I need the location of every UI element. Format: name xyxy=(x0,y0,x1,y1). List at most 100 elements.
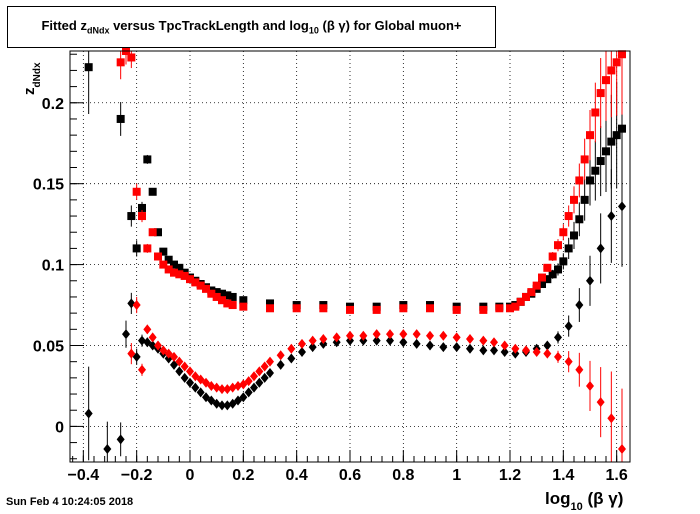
y-tick-label: 0 xyxy=(55,419,64,436)
square-marker xyxy=(143,155,152,164)
diamond-marker xyxy=(266,368,274,379)
diamond-marker xyxy=(212,398,221,409)
square-marker xyxy=(426,304,434,313)
square-marker xyxy=(543,263,552,272)
square-marker xyxy=(570,231,578,240)
square-marker xyxy=(532,281,541,290)
square-marker xyxy=(180,271,189,280)
square-marker xyxy=(191,278,200,287)
x-tick-label: 0.2 xyxy=(232,467,254,484)
diamond-marker xyxy=(143,324,152,335)
square-marker xyxy=(522,292,530,301)
y-axis-label: zdNdx xyxy=(21,62,43,95)
square-marker xyxy=(612,131,621,140)
series-1 xyxy=(116,47,626,314)
diamond-marker xyxy=(175,356,184,367)
diamond-marker xyxy=(308,335,317,346)
x-tick-label: −0.4 xyxy=(68,467,100,484)
square-marker xyxy=(564,212,573,221)
diamond-marker xyxy=(399,329,408,340)
square-marker xyxy=(266,299,274,308)
square-marker xyxy=(618,50,626,59)
x-tick-label: 0 xyxy=(186,467,195,484)
x-axis-label: log10 (β γ) xyxy=(545,489,623,513)
square-marker xyxy=(239,302,248,311)
square-marker xyxy=(580,195,589,204)
x-tick-label: 1.6 xyxy=(606,467,628,484)
y-tick-label: 0.05 xyxy=(33,338,64,355)
diamond-marker xyxy=(500,346,509,357)
square-marker xyxy=(116,58,125,67)
square-marker xyxy=(607,137,616,146)
diamond-marker xyxy=(212,382,221,393)
diamond-marker xyxy=(191,382,200,393)
diamond-marker xyxy=(386,335,394,346)
diamond-marker xyxy=(308,342,317,353)
diamond-marker xyxy=(255,377,264,388)
diamond-marker xyxy=(511,343,520,354)
square-marker xyxy=(186,275,194,284)
diamond-marker xyxy=(596,243,605,254)
square-marker xyxy=(575,215,584,224)
x-tick-label: 1 xyxy=(452,467,461,484)
square-marker xyxy=(596,89,605,98)
square-marker xyxy=(543,275,552,284)
diamond-marker xyxy=(452,332,461,343)
y-tick-label: 0.15 xyxy=(33,177,64,194)
diamond-marker xyxy=(170,351,178,362)
square-marker xyxy=(218,289,226,298)
square-marker xyxy=(554,241,562,250)
x-tick-label: −0.2 xyxy=(121,467,153,484)
diamond-marker xyxy=(543,340,552,351)
diamond-marker xyxy=(532,346,541,357)
square-marker xyxy=(612,58,621,67)
diamond-marker xyxy=(250,382,258,393)
square-marker xyxy=(564,244,573,253)
square-marker xyxy=(164,265,173,274)
diamond-marker xyxy=(287,353,296,364)
diamond-marker xyxy=(154,340,162,351)
square-marker xyxy=(228,301,237,310)
diamond-marker xyxy=(412,329,421,340)
diamond-marker xyxy=(490,337,498,348)
square-marker xyxy=(154,252,162,261)
square-marker xyxy=(175,270,184,279)
diamond-marker xyxy=(122,329,130,340)
diamond-marker xyxy=(479,345,488,356)
y-tick-label: 0.1 xyxy=(42,258,64,275)
diamond-marker xyxy=(186,377,194,388)
diamond-marker xyxy=(466,334,474,345)
diamond-marker xyxy=(586,275,594,286)
x-tick-label: 0.4 xyxy=(286,467,308,484)
diamond-marker xyxy=(250,371,258,382)
square-marker xyxy=(527,288,536,297)
square-marker xyxy=(607,66,616,75)
diamond-marker xyxy=(260,361,269,372)
diamond-marker xyxy=(223,384,232,395)
diamond-marker xyxy=(244,376,253,387)
diamond-marker xyxy=(554,332,562,343)
square-marker xyxy=(223,291,232,300)
square-marker xyxy=(138,203,146,212)
chart-title: Fitted zdNdx versus TpcTrackLength and l… xyxy=(41,18,462,36)
square-marker xyxy=(138,212,146,221)
diamond-marker xyxy=(479,335,488,346)
diamond-marker xyxy=(207,380,216,391)
diamond-marker xyxy=(196,387,205,398)
square-marker xyxy=(84,63,93,72)
square-marker xyxy=(170,268,178,277)
square-marker xyxy=(127,53,136,62)
square-marker xyxy=(175,263,184,272)
square-marker xyxy=(586,176,594,185)
diamond-marker xyxy=(554,351,562,362)
diamond-marker xyxy=(276,359,285,370)
square-marker xyxy=(538,273,546,282)
square-marker xyxy=(548,252,557,261)
diamond-marker xyxy=(564,321,573,332)
square-marker xyxy=(154,228,162,237)
square-marker xyxy=(580,155,589,164)
series-2 xyxy=(84,145,626,462)
square-marker xyxy=(132,187,141,196)
diamond-marker xyxy=(127,298,136,309)
square-marker xyxy=(511,302,520,311)
